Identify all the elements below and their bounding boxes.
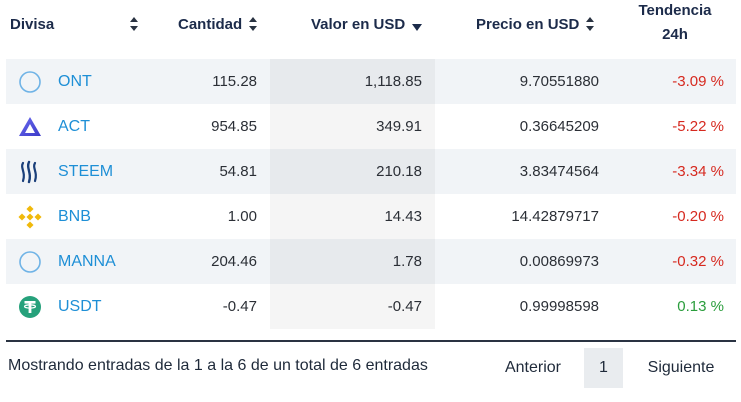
price-cell: 0.36645209 (519, 118, 599, 135)
header-currency[interactable]: Divisa (10, 0, 138, 48)
coin-name-link[interactable]: USDT (58, 297, 102, 315)
coin-name-link[interactable]: BNB (58, 207, 91, 225)
manna-circle-icon (19, 251, 41, 273)
trend-cell: 0.13 % (677, 298, 724, 315)
quantity-cell: -0.47 (222, 298, 257, 315)
value-cell: 1,118.85 (270, 59, 435, 104)
trend-cell: -3.34 % (672, 163, 724, 180)
sort-both-icon (249, 17, 258, 31)
sort-both-icon (586, 17, 595, 31)
table-bottom-divider (6, 340, 736, 342)
pagination-prev-button[interactable]: Anterior (504, 359, 562, 376)
header-quantity[interactable]: Cantidad (178, 0, 268, 48)
trend-cell: -0.20 % (672, 208, 724, 225)
holdings-table: Divisa Cantidad Valor en USD Precio en U… (6, 0, 736, 329)
table-row[interactable]: BNB 1.00 14.43 14.42879717 -0.20 % (6, 194, 736, 239)
trend-cell: -0.32 % (672, 253, 724, 270)
trend-cell: -3.09 % (672, 73, 724, 90)
price-cell: 3.83474564 (519, 163, 599, 180)
table-header: Divisa Cantidad Valor en USD Precio en U… (6, 0, 736, 58)
quantity-cell: 54.81 (219, 163, 257, 180)
ont-circle-icon (19, 71, 41, 93)
pagination-next-button[interactable]: Siguiente (647, 359, 715, 376)
sort-both-icon (130, 17, 138, 31)
table-row[interactable]: MANNA 204.46 1.78 0.00869973 -0.32 % (6, 239, 736, 284)
sort-desc-icon (412, 23, 423, 31)
steem-icon (21, 160, 37, 184)
value-cell: -0.47 (270, 284, 435, 329)
coin-name-link[interactable]: STEEM (58, 162, 114, 180)
header-price-usd[interactable]: Precio en USD (476, 0, 606, 48)
value-cell: 14.43 (270, 194, 435, 239)
trend-cell: -5.22 % (672, 118, 724, 135)
table-row[interactable]: STEEM 54.81 210.18 3.83474564 -3.34 % (6, 149, 736, 194)
quantity-cell: 204.46 (211, 253, 257, 270)
table-row[interactable]: ACT 954.85 349.91 0.36645209 -5.22 % (6, 104, 736, 149)
pagination-page-button[interactable]: 1 (584, 348, 623, 388)
coin-name-link[interactable]: ACT (58, 117, 90, 135)
coin-name-link[interactable]: ONT (58, 72, 92, 90)
value-cell: 1.78 (270, 239, 435, 284)
coin-name-link[interactable]: MANNA (58, 252, 116, 270)
header-trend-24h[interactable]: Tendencia 24h (638, 2, 712, 43)
table-row[interactable]: USDT -0.47 -0.47 0.99998598 0.13 % (6, 284, 736, 329)
table-row[interactable]: ONT 115.28 1,118.85 9.70551880 -3.09 % (6, 59, 736, 104)
usdt-tether-icon (19, 296, 41, 318)
price-cell: 0.00869973 (519, 253, 599, 270)
quantity-cell: 1.00 (227, 208, 257, 225)
price-cell: 14.42879717 (511, 208, 599, 225)
quantity-cell: 954.85 (211, 118, 257, 135)
price-cell: 0.99998598 (519, 298, 599, 315)
act-triangle-icon (19, 117, 41, 136)
quantity-cell: 115.28 (212, 73, 257, 90)
price-cell: 9.70551880 (519, 73, 599, 90)
value-cell: 349.91 (270, 104, 435, 149)
bnb-icon (18, 205, 42, 229)
header-value-usd[interactable]: Valor en USD (311, 0, 441, 48)
value-cell: 210.18 (270, 149, 435, 194)
table-info-text: Mostrando entradas de la 1 a la 6 de un … (8, 357, 428, 374)
